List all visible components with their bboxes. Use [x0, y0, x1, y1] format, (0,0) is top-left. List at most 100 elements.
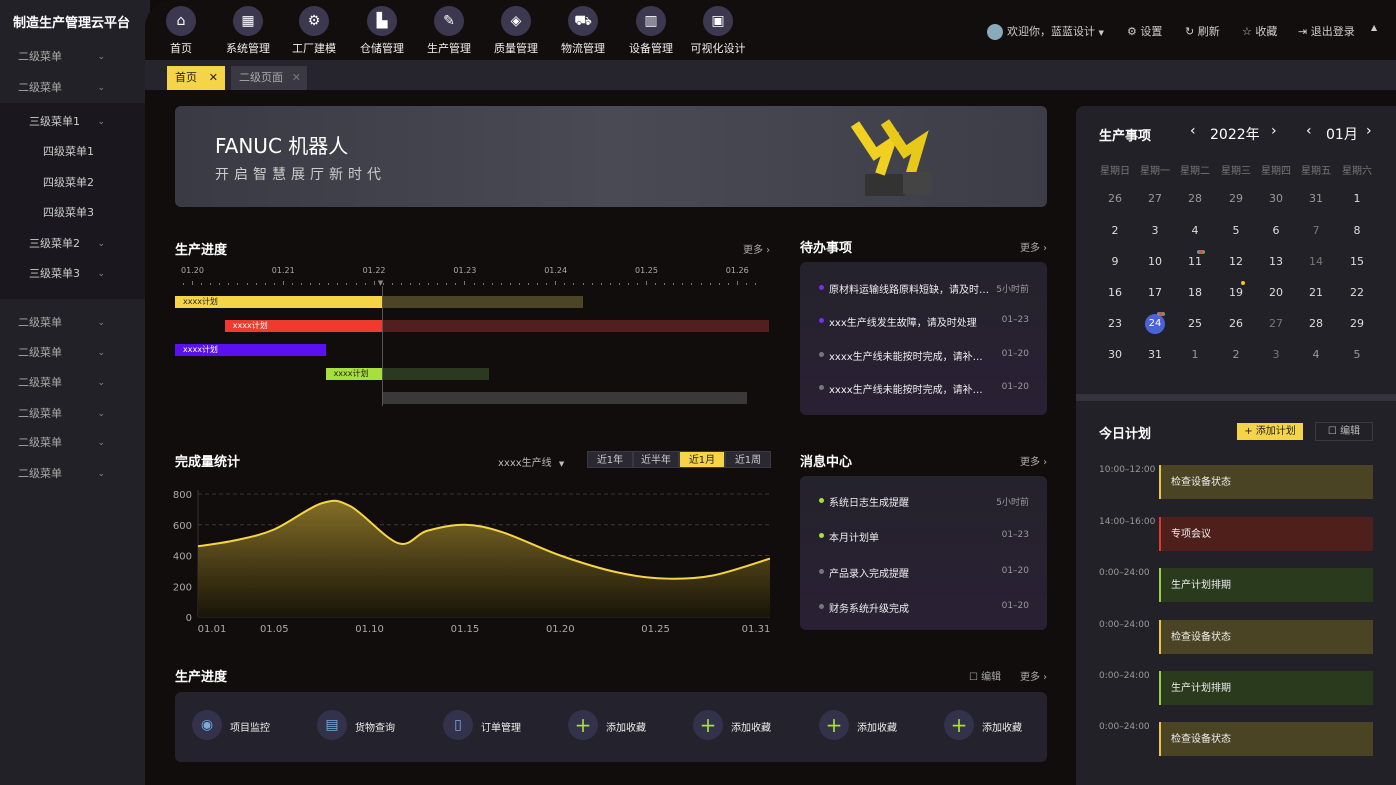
- plan-item[interactable]: 检查设备状态: [1159, 465, 1373, 499]
- calendar-day-selected[interactable]: 24: [1145, 314, 1165, 334]
- calendar-day[interactable]: 8: [1353, 224, 1361, 237]
- calendar-day[interactable]: 18: [1188, 286, 1202, 299]
- calendar-day[interactable]: 21: [1309, 286, 1323, 299]
- calendar-day[interactable]: 1: [1191, 348, 1199, 361]
- sidebar-item[interactable]: 二级菜单 ⌄: [0, 338, 145, 368]
- calendar-day[interactable]: 30: [1108, 348, 1122, 361]
- tab-home[interactable]: 首页 ✕: [167, 66, 225, 90]
- calendar-day[interactable]: 5: [1353, 348, 1361, 361]
- sidebar-item[interactable]: 二级菜单 ⌄: [0, 459, 145, 489]
- tab-secondary-page[interactable]: 二级页面 ✕: [231, 66, 307, 90]
- calendar-day[interactable]: 1: [1353, 192, 1361, 205]
- calendar-day[interactable]: 12: [1229, 255, 1243, 268]
- sidebar-item[interactable]: 三级菜单2 ⌄: [0, 229, 145, 259]
- quick-edit-button[interactable]: ☐ 编辑: [969, 672, 1002, 683]
- range-tab[interactable]: 近1年: [587, 451, 633, 468]
- gantt-bar[interactable]: xxxx计划: [325, 368, 382, 380]
- sidebar-item[interactable]: 二级菜单 ⌄: [0, 73, 145, 103]
- calendar-day[interactable]: 31: [1148, 348, 1162, 361]
- range-tab[interactable]: 近半年: [633, 451, 679, 468]
- nav-warehouse[interactable]: ▙ 仓储管理: [350, 6, 414, 56]
- nav-robot-arm[interactable]: ⚙ 工厂建模: [282, 6, 346, 56]
- calendar-day[interactable]: 17: [1148, 286, 1162, 299]
- calendar-day[interactable]: 4: [1312, 348, 1320, 361]
- calendar-day[interactable]: 10: [1148, 255, 1162, 268]
- calendar-day[interactable]: 14: [1309, 255, 1323, 268]
- calendar-day[interactable]: 20: [1269, 286, 1283, 299]
- prev-year-button[interactable]: ‹: [1190, 123, 1196, 139]
- calendar-day[interactable]: 30: [1269, 192, 1283, 205]
- quick-more-link[interactable]: 更多 ›: [1020, 672, 1048, 683]
- nav-home[interactable]: ⌂ 首页: [149, 6, 213, 56]
- calendar-day[interactable]: 31: [1309, 192, 1323, 205]
- calendar-day[interactable]: 29: [1229, 192, 1243, 205]
- calendar-day[interactable]: 25: [1188, 317, 1202, 330]
- sidebar-item[interactable]: 二级菜单 ⌄: [0, 368, 145, 398]
- calendar-day[interactable]: 19: [1229, 286, 1243, 299]
- close-icon[interactable]: ✕: [291, 71, 301, 84]
- calendar-day[interactable]: 16: [1108, 286, 1122, 299]
- calendar-day[interactable]: 3: [1272, 348, 1280, 361]
- sidebar-item[interactable]: 二级菜单 ⌄: [0, 42, 145, 72]
- sidebar-item[interactable]: 二级菜单 ⌄: [0, 308, 145, 338]
- calendar-day[interactable]: 11: [1188, 255, 1202, 268]
- edit-plan-button[interactable]: ☐ 编辑: [1315, 422, 1373, 441]
- calendar-day[interactable]: 23: [1108, 317, 1122, 330]
- next-month-button[interactable]: ›: [1366, 123, 1372, 139]
- range-tab[interactable]: 近1月: [679, 451, 725, 468]
- gantt-bar[interactable]: xxxx计划: [175, 344, 326, 356]
- calendar-day[interactable]: 7: [1312, 224, 1320, 237]
- messages-more-link[interactable]: 更多 ›: [1020, 457, 1048, 468]
- plan-item[interactable]: 检查设备状态: [1159, 620, 1373, 654]
- line-select[interactable]: xxxx生产线 ▼: [498, 458, 565, 469]
- sidebar-item[interactable]: 四级菜单2: [43, 176, 94, 189]
- sidebar-item[interactable]: 二级菜单 ⌄: [0, 399, 145, 429]
- gantt-more-link[interactable]: 更多 ›: [743, 245, 771, 256]
- gantt-bar[interactable]: xxxx计划: [175, 296, 382, 308]
- calendar-day[interactable]: 28: [1309, 317, 1323, 330]
- calendar-day[interactable]: 27: [1269, 317, 1283, 330]
- calendar-day[interactable]: 2: [1232, 348, 1240, 361]
- nav-cabinet[interactable]: ▥ 设备管理: [619, 6, 683, 56]
- refresh-button[interactable]: ↻ 刷新: [1185, 25, 1220, 38]
- calendar-day[interactable]: 4: [1191, 224, 1199, 237]
- calendar-day[interactable]: 15: [1350, 255, 1364, 268]
- user-menu[interactable]: 欢迎你，蓝蓝设计 ▼: [987, 23, 1104, 40]
- close-icon[interactable]: ✕: [208, 71, 218, 84]
- favorite-button[interactable]: ☆ 收藏: [1242, 25, 1278, 38]
- nav-monitor-chart[interactable]: ▣ 可视化设计: [686, 6, 750, 56]
- plan-item[interactable]: 专项会议: [1159, 517, 1373, 551]
- calendar-day[interactable]: 27: [1148, 192, 1162, 205]
- plan-item[interactable]: 生产计划排期: [1159, 671, 1373, 705]
- calendar-day[interactable]: 26: [1229, 317, 1243, 330]
- next-year-button[interactable]: ›: [1271, 123, 1277, 139]
- collapse-up-icon[interactable]: ▲: [1371, 23, 1378, 32]
- sidebar-item[interactable]: 二级菜单 ⌄: [0, 428, 145, 458]
- calendar-day[interactable]: 6: [1272, 224, 1280, 237]
- calendar-day[interactable]: 9: [1111, 255, 1119, 268]
- sidebar-item[interactable]: 四级菜单1: [43, 145, 94, 158]
- range-tab[interactable]: 近1周: [725, 451, 771, 468]
- calendar-day[interactable]: 3: [1151, 224, 1159, 237]
- plan-item[interactable]: 检查设备状态: [1159, 722, 1373, 756]
- sidebar-item[interactable]: 三级菜单1 ⌄: [0, 107, 145, 137]
- calendar-day[interactable]: 5: [1232, 224, 1240, 237]
- prev-month-button[interactable]: ‹: [1306, 123, 1312, 139]
- gantt-bar[interactable]: xxxx计划: [224, 320, 382, 332]
- plan-item[interactable]: 生产计划排期: [1159, 568, 1373, 602]
- logout-button[interactable]: ⇥ 退出登录: [1298, 25, 1355, 38]
- add-plan-button[interactable]: + 添加计划: [1237, 423, 1303, 440]
- calendar-day[interactable]: 13: [1269, 255, 1283, 268]
- nav-truck[interactable]: ⛟ 物流管理: [551, 6, 615, 56]
- sidebar-item[interactable]: 四级菜单3: [43, 206, 94, 219]
- calendar-day[interactable]: 29: [1350, 317, 1364, 330]
- nav-production[interactable]: ✎ 生产管理: [417, 6, 481, 56]
- calendar-day[interactable]: 2: [1111, 224, 1119, 237]
- todo-more-link[interactable]: 更多 ›: [1020, 243, 1048, 254]
- nav-grid[interactable]: ▦ 系统管理: [216, 6, 280, 56]
- calendar-day[interactable]: 22: [1350, 286, 1364, 299]
- nav-diamond[interactable]: ◈ 质量管理: [484, 6, 548, 56]
- calendar-day[interactable]: 28: [1188, 192, 1202, 205]
- sidebar-item[interactable]: 三级菜单3 ⌄: [0, 259, 145, 289]
- settings-button[interactable]: ⚙ 设置: [1127, 25, 1163, 38]
